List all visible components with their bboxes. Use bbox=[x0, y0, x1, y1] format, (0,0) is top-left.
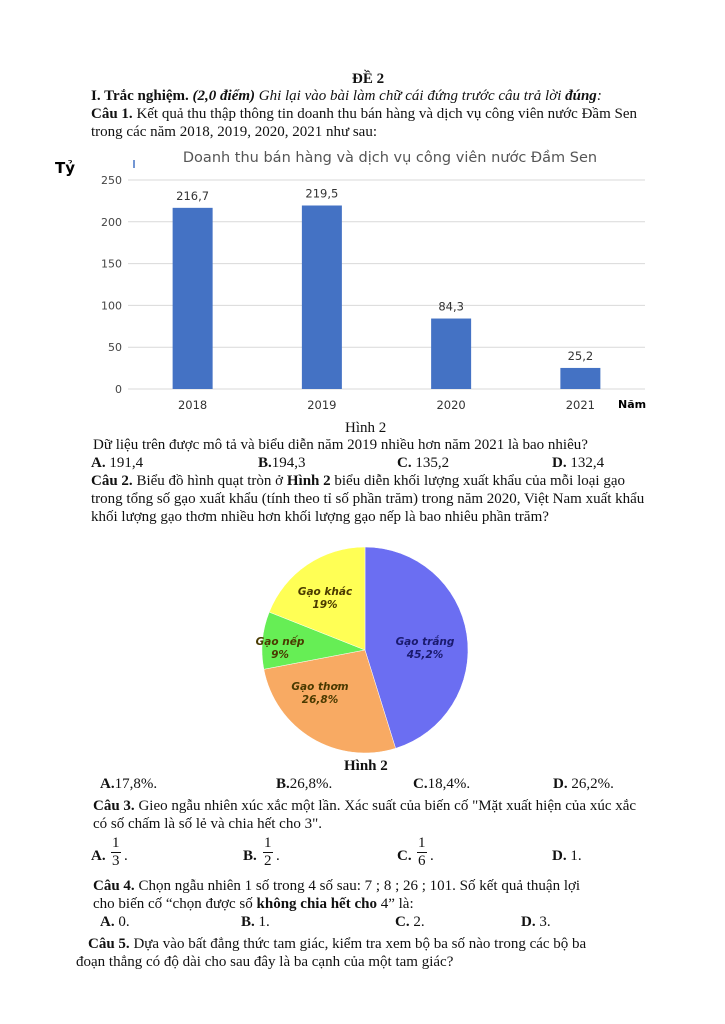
punct: . bbox=[430, 848, 434, 864]
q4-text: Câu 4. Chọn ngẫu nhiên 1 số trong 4 số s… bbox=[93, 878, 581, 894]
y-tick-label: 250 bbox=[101, 174, 122, 187]
q1-question: Dữ liệu trên được mô tả và biểu diễn năm… bbox=[93, 437, 588, 453]
y-tick-label: 150 bbox=[101, 258, 122, 271]
slice-label: 45,2% bbox=[406, 649, 443, 661]
x-tick-label: 2019 bbox=[307, 398, 336, 412]
answer-option: B.194,3 bbox=[258, 455, 306, 471]
section-heading: I. Trắc nghiệm. (2,0 điểm) Ghi lại vào b… bbox=[91, 88, 602, 104]
y-tick-label: 0 bbox=[115, 383, 122, 396]
y-tick-label: 100 bbox=[101, 299, 122, 312]
q2-text-3: khối lượng gạo thơm nhiều hơn khối lượng… bbox=[91, 509, 549, 525]
answer-option: C. bbox=[397, 848, 412, 864]
punct: . bbox=[276, 848, 280, 864]
answer-option: A. bbox=[91, 848, 106, 864]
x-tick-label: 2018 bbox=[178, 398, 207, 412]
slice-label: 26,8% bbox=[302, 694, 338, 706]
exam-title: ĐỀ 2 bbox=[352, 71, 385, 87]
x-tick-label: 2021 bbox=[566, 398, 595, 412]
answer-option: C. 135,2 bbox=[397, 455, 450, 471]
figure-caption-2: Hình 2 bbox=[344, 758, 388, 774]
bar bbox=[301, 205, 342, 389]
slice-name: Gạo nếp bbox=[256, 635, 305, 648]
y-axis-label: Tỷ bbox=[55, 159, 75, 177]
answer-option: D. 26,2%. bbox=[553, 776, 614, 792]
chart-title: Doanh thu bán hàng và dịch vụ công viên … bbox=[183, 150, 597, 166]
answer-option: C. 2. bbox=[395, 914, 425, 930]
pie-slice bbox=[364, 546, 469, 749]
q2-text-2: trong tổng số gạo xuất khẩu (tính theo t… bbox=[91, 491, 645, 507]
punct: . bbox=[124, 848, 128, 864]
data-label: 25,2 bbox=[568, 349, 594, 363]
q5-text: Câu 5. Dựa vào bất đẳng thức tam giác, k… bbox=[88, 936, 587, 952]
data-label: 219,5 bbox=[305, 186, 338, 200]
answer-option: B. bbox=[243, 848, 257, 864]
y-tick-label: 200 bbox=[101, 216, 122, 229]
x-axis-label: Năm bbox=[618, 398, 646, 411]
bar-chart: Tỷ Doanh thu bán hàng và dịch vụ công viê… bbox=[55, 150, 646, 412]
slice-name: Gạo trắng bbox=[396, 635, 455, 648]
bar bbox=[431, 318, 472, 389]
data-label: 216,7 bbox=[176, 189, 209, 203]
bar bbox=[560, 367, 601, 389]
pie-slice bbox=[263, 649, 396, 754]
slice-label: 9% bbox=[271, 649, 289, 661]
q3-text: Câu 3. Gieo ngẫu nhiên xúc xắc một lần. … bbox=[93, 798, 637, 814]
slice-name: Gạo khác bbox=[298, 586, 353, 598]
answer-option: B. 1. bbox=[241, 914, 270, 930]
q1-text: Câu 1. Kết quả thu thập thông tin doanh … bbox=[91, 106, 637, 122]
answer-option: A. 191,4 bbox=[91, 455, 144, 471]
q5-text-2: đoạn thẳng có độ dài cho sau đây là ba c… bbox=[76, 954, 454, 970]
slice-name: Gạo thơm bbox=[291, 681, 348, 693]
answer-option: A. 0. bbox=[100, 914, 130, 930]
pie-slice bbox=[268, 546, 366, 651]
x-tick-label: 2020 bbox=[436, 398, 465, 412]
q1-text-2: trong các năm 2018, 2019, 2020, 2021 như… bbox=[91, 124, 378, 140]
data-label: 84,3 bbox=[438, 300, 464, 314]
answer-option: A.17,8%. bbox=[100, 776, 158, 792]
slice-label: 19% bbox=[312, 599, 337, 611]
answer-option: D. 1. bbox=[552, 848, 582, 864]
q2-text: Câu 2. Biểu đồ hình quạt tròn ở Hình 2 b… bbox=[91, 473, 625, 489]
answer-option: C.18,4%. bbox=[413, 776, 471, 792]
q4-text-2: cho biến cố “chọn được số không chia hết… bbox=[93, 896, 414, 912]
q3-text-2: có số chấm là số lẻ và chia hết cho 3". bbox=[93, 816, 322, 832]
figure-caption: Hình 2 bbox=[345, 420, 387, 436]
answer-option: D. 3. bbox=[521, 914, 551, 930]
answer-option: D. 132,4 bbox=[552, 455, 605, 471]
y-tick-label: 50 bbox=[108, 341, 122, 354]
answer-option: B.26,8%. bbox=[276, 776, 333, 792]
bar bbox=[172, 207, 213, 389]
